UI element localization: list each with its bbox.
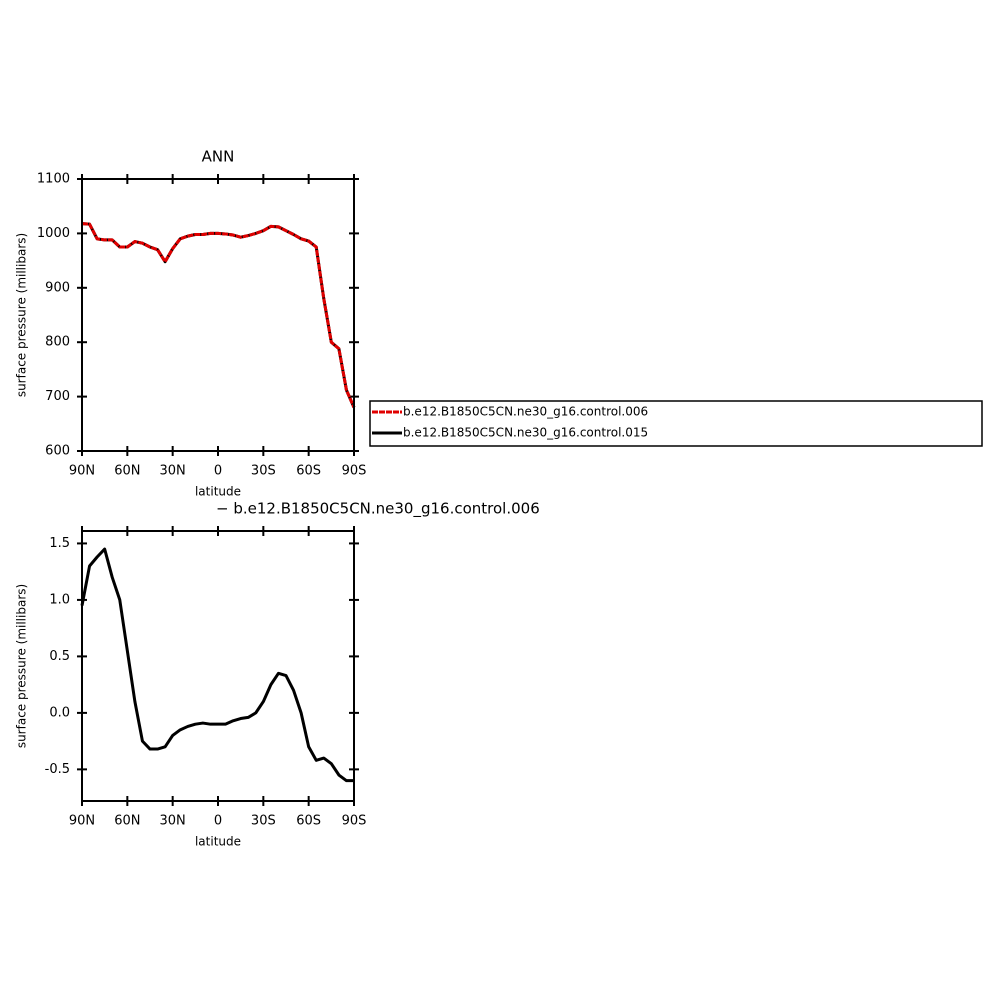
- x-tick-label: 90S: [342, 464, 367, 479]
- x-tick-label: 90N: [69, 464, 95, 479]
- plot-frame: [81, 530, 355, 802]
- chart-title: − b.e12.B1850C5CN.ne30_g16.control.006: [216, 500, 540, 519]
- x-tick-label: 60S: [296, 814, 321, 829]
- y-tick-label: 700: [45, 389, 70, 404]
- line-series: [80, 547, 354, 783]
- x-tick-label: 30N: [160, 464, 186, 479]
- x-tick-label: 30S: [251, 814, 276, 829]
- y-tick-label: 0.5: [49, 649, 70, 664]
- x-tick-label: 60N: [114, 814, 140, 829]
- y-tick-label: -0.5: [45, 762, 70, 777]
- y-tick-label: 1000: [37, 226, 70, 241]
- x-tick-label: 0: [214, 814, 222, 829]
- legend-box: [369, 400, 983, 447]
- x-tick-label: 60N: [114, 464, 140, 479]
- y-tick-label: 900: [45, 280, 70, 295]
- chart-title: ANN: [202, 148, 235, 166]
- y-tick-label: 1.0: [49, 592, 70, 607]
- line-series: [81, 222, 356, 409]
- x-tick-label: 90N: [69, 814, 95, 829]
- y-axis-label: surface pressure (millibars): [15, 584, 29, 748]
- x-tick-label: 30N: [160, 814, 186, 829]
- legend-label: b.e12.B1850C5CN.ne30_g16.control.015: [403, 426, 648, 440]
- plot-frame: [81, 178, 355, 452]
- x-axis-label: latitude: [195, 485, 241, 499]
- line-series: [81, 222, 356, 409]
- x-tick-label: 90S: [342, 814, 367, 829]
- x-tick-label: 0: [214, 464, 222, 479]
- y-axis-label: surface pressure (millibars): [15, 233, 29, 397]
- y-tick-label: 0.0: [49, 705, 70, 720]
- x-tick-label: 30S: [251, 464, 276, 479]
- legend-label: b.e12.B1850C5CN.ne30_g16.control.006: [403, 405, 648, 419]
- y-tick-label: 600: [45, 444, 70, 459]
- x-axis-label: latitude: [195, 835, 241, 849]
- x-tick-label: 60S: [296, 464, 321, 479]
- y-tick-label: 800: [45, 335, 70, 350]
- y-tick-label: 1.5: [49, 536, 70, 551]
- y-tick-label: 1100: [37, 172, 70, 187]
